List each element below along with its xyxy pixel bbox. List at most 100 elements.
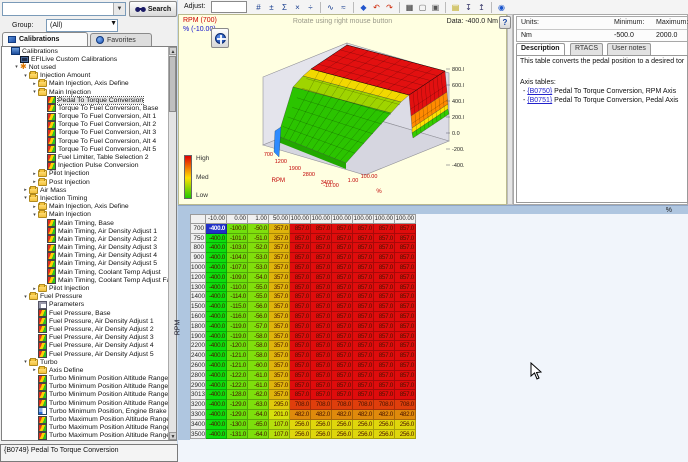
table-cell[interactable]: -400.0 [206,253,227,263]
table-cell[interactable]: 708.0 [311,400,332,410]
table-cell[interactable]: 357.0 [269,273,290,283]
table-cell[interactable]: 857.0 [332,263,353,273]
expander-icon[interactable]: ▾ [31,212,38,218]
table-cell[interactable]: 708.0 [374,400,395,410]
expander-icon[interactable]: ▾ [22,294,29,300]
row-header[interactable]: 1900 [190,332,206,342]
table-cell[interactable]: 857.0 [332,243,353,253]
table-cell[interactable]: 857.0 [332,273,353,283]
table-cell[interactable]: 857.0 [311,312,332,322]
tree-item[interactable]: Torque To Fuel Conversion, Alt 5 [2,145,168,153]
redo-icon[interactable]: ↷ [383,1,396,14]
table-cell[interactable]: -110.0 [227,283,248,293]
table-cell[interactable]: 708.0 [332,400,353,410]
table-cell[interactable]: 107.0 [269,430,290,440]
tree-scrollbar[interactable]: ▲ ▼ [168,47,176,440]
table-cell[interactable]: -58.0 [248,341,269,351]
table-cell[interactable]: -58.0 [248,351,269,361]
table-cell[interactable]: 857.0 [374,322,395,332]
table-cell[interactable]: 357.0 [269,302,290,312]
table-cell[interactable]: 857.0 [374,341,395,351]
search-button[interactable]: Search [129,1,177,17]
table-cell[interactable]: 857.0 [374,224,395,234]
table-cell[interactable]: -56.0 [248,302,269,312]
table-cell[interactable]: 357.0 [269,381,290,391]
row-header[interactable]: 3400 [190,420,206,430]
select-all-icon[interactable]: ▣ [429,1,442,14]
options-icon[interactable]: ◉ [495,1,508,14]
tree-item[interactable]: Parameters [2,301,168,309]
row-header[interactable]: 3200 [190,400,206,410]
table-cell[interactable]: -128.0 [227,390,248,400]
tree-item[interactable]: Main Timing, Air Density Adjust 5 [2,260,168,268]
table-cell[interactable]: 482.0 [290,410,311,420]
tree-item[interactable]: Torque To Fuel Conversion, Alt 1 [2,113,168,121]
table-cell[interactable]: 857.0 [332,361,353,371]
table-cell[interactable]: 857.0 [332,302,353,312]
expander-icon[interactable]: ▾ [22,359,29,365]
expander-icon[interactable]: ▸ [31,171,38,177]
table-cell[interactable]: -400.0 [206,430,227,440]
table-cell[interactable]: 857.0 [311,381,332,391]
tree-item[interactable]: Torque To Fuel Conversion, Alt 4 [2,137,168,145]
expander-icon[interactable]: ▸ [31,367,38,373]
tree-item[interactable]: Injection Pulse Conversion [2,162,168,170]
table-cell[interactable]: 857.0 [290,381,311,391]
table-cell[interactable]: 857.0 [332,283,353,293]
table-cell[interactable]: 857.0 [374,234,395,244]
table-cell[interactable]: -400.0 [206,400,227,410]
table-cell[interactable]: -107.0 [227,263,248,273]
panel-scrollbar[interactable] [507,14,513,205]
tree-item[interactable]: Fuel Pressure, Air Density Adjust 2 [2,325,168,333]
table-cell[interactable]: -122.0 [227,371,248,381]
table-cell[interactable]: 857.0 [290,390,311,400]
row-header[interactable]: 3300 [190,410,206,420]
table-cell[interactable]: 708.0 [290,400,311,410]
table-cell[interactable]: 857.0 [290,361,311,371]
table-cell[interactable]: 708.0 [353,400,374,410]
column-header[interactable]: 100.00 [374,214,395,224]
table-cell[interactable]: -55.0 [248,292,269,302]
divide-icon[interactable]: ÷ [304,1,317,14]
table-cell[interactable]: 857.0 [311,283,332,293]
tree-item[interactable]: ▾Main Injection [2,211,168,219]
table-cell[interactable]: 857.0 [332,390,353,400]
table-cell[interactable]: -61.0 [248,371,269,381]
table-cell[interactable]: -57.0 [248,322,269,332]
row-header[interactable]: 1200 [190,273,206,283]
table-cell[interactable]: 857.0 [332,224,353,234]
tree-item[interactable]: Turbo Minimum Position Altitude Range 2 [2,383,168,391]
table-cell[interactable]: -400.0 [206,381,227,391]
tree-item[interactable]: ▸Main Injection, Axis Define [2,80,168,88]
surface-plot[interactable]: 800.0600.0400.0200.00.0-200.0-400.070012… [249,35,464,203]
table-cell[interactable]: 857.0 [395,273,416,283]
table-cell[interactable]: 357.0 [269,283,290,293]
column-header[interactable]: 1.00 [248,214,269,224]
table-cell[interactable]: -121.0 [227,351,248,361]
table-cell[interactable]: 857.0 [332,332,353,342]
chevron-down-icon[interactable]: ▼ [110,20,117,31]
table-cell[interactable]: 857.0 [311,234,332,244]
table-cell[interactable]: 857.0 [395,381,416,391]
table-cell[interactable]: 357.0 [269,292,290,302]
tree-item[interactable]: Turbo Maximum Position Altitude Range 1 [2,415,168,423]
table-cell[interactable]: 256.0 [290,420,311,430]
tree-item[interactable]: ▸Pilot Injection [2,170,168,178]
table-cell[interactable]: 357.0 [269,390,290,400]
table-cell[interactable]: 857.0 [353,332,374,342]
table-cell[interactable]: -400.0 [206,302,227,312]
table-cell[interactable]: -51.0 [248,234,269,244]
row-header[interactable]: 1400 [190,292,206,302]
table-cell[interactable]: -129.0 [227,400,248,410]
tree-item[interactable]: Turbo Maximum Position Altitude Range 2 [2,424,168,432]
table-cell[interactable]: -64.0 [248,410,269,420]
column-header[interactable]: 100.00 [332,214,353,224]
table-cell[interactable]: 482.0 [332,410,353,420]
table-cell[interactable]: -60.0 [248,361,269,371]
table-cell[interactable]: 857.0 [311,322,332,332]
table-cell[interactable]: 857.0 [395,283,416,293]
tree-item[interactable]: ▾Turbo [2,358,168,366]
table-cell[interactable]: 857.0 [374,253,395,263]
table-cell[interactable]: 857.0 [374,361,395,371]
table-cell[interactable]: -400.0 [206,332,227,342]
